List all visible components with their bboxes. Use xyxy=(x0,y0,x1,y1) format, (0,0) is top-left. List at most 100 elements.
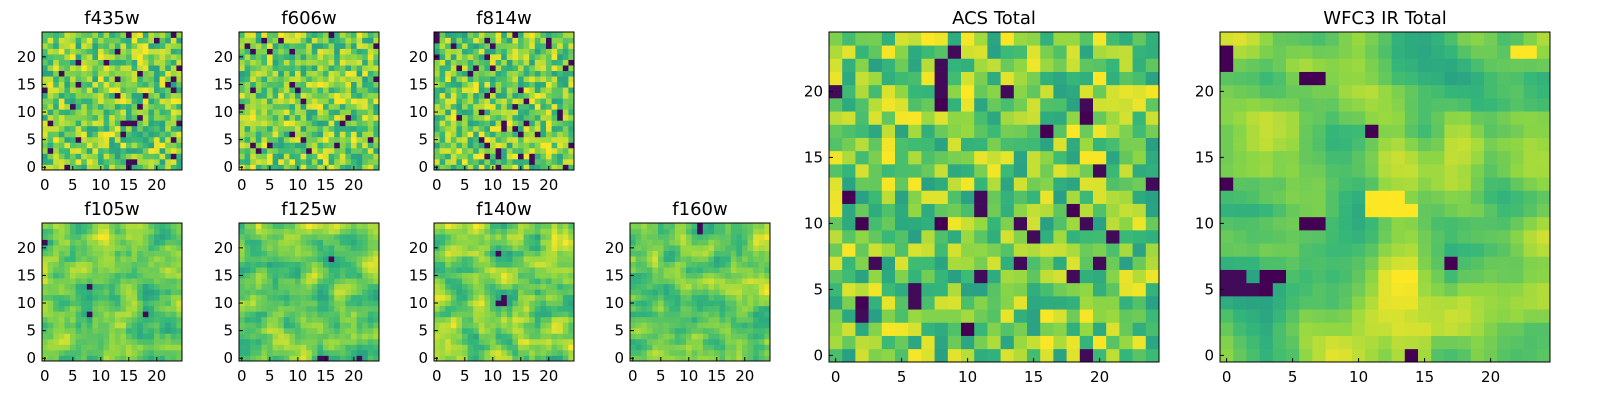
heatmap-cell xyxy=(495,81,502,88)
heatmap-cell xyxy=(98,98,104,105)
heatmap-cell xyxy=(686,333,692,340)
heatmap-cell xyxy=(842,111,856,125)
heatmap-cell xyxy=(478,43,485,49)
heatmap-cell xyxy=(339,289,346,296)
heatmap-cell xyxy=(278,54,285,60)
heatmap-cell xyxy=(478,87,485,94)
heatmap-cell xyxy=(98,136,104,143)
y-tick-label: 0 xyxy=(26,349,36,367)
heatmap-cell xyxy=(109,147,116,154)
heatmap-cell xyxy=(501,98,508,105)
heatmap-cell xyxy=(456,278,463,285)
heatmap-cell xyxy=(439,70,446,77)
heatmap-cell xyxy=(439,48,446,55)
heatmap-cell xyxy=(562,355,569,362)
heatmap-cell xyxy=(356,98,363,105)
heatmap-cell xyxy=(1027,243,1041,257)
heatmap-cell xyxy=(506,316,513,323)
heatmap-cell xyxy=(895,269,909,284)
heatmap-cell xyxy=(165,136,172,143)
heatmap-cell xyxy=(278,142,285,149)
heatmap-cell xyxy=(540,76,547,83)
heatmap-cell xyxy=(529,164,536,171)
heatmap-cell xyxy=(467,109,474,116)
heatmap-cell xyxy=(131,355,138,362)
heatmap-cell xyxy=(345,76,352,83)
heatmap-cell xyxy=(702,250,709,257)
heatmap-cell xyxy=(635,333,642,340)
heatmap-cell xyxy=(86,305,93,312)
heatmap-cell xyxy=(295,311,301,318)
heatmap-cell xyxy=(323,32,329,38)
heatmap-cell xyxy=(562,322,569,329)
heatmap-cell xyxy=(267,142,273,149)
heatmap-cell xyxy=(267,267,273,274)
heatmap-cell xyxy=(529,283,536,290)
heatmap-cell xyxy=(272,37,279,44)
heatmap-cell xyxy=(148,228,155,235)
heatmap-cell xyxy=(351,223,357,229)
heatmap-cell xyxy=(546,59,552,66)
heatmap-cell xyxy=(456,305,463,312)
heatmap-cell xyxy=(103,59,110,66)
heatmap-cell xyxy=(120,338,127,345)
heatmap-cell xyxy=(1132,335,1147,350)
heatmap-cell xyxy=(467,81,474,88)
heatmap-cell xyxy=(339,32,346,38)
heatmap-cell xyxy=(137,234,144,240)
heatmap-cell xyxy=(283,81,290,88)
heatmap-cell xyxy=(58,267,65,274)
heatmap-cell xyxy=(439,59,446,66)
heatmap-cell xyxy=(484,43,491,49)
heatmap-cell xyxy=(317,344,324,351)
heatmap-cell xyxy=(742,256,748,262)
heatmap-cell xyxy=(478,70,485,77)
heatmap-cell xyxy=(373,103,380,110)
heatmap-cell xyxy=(490,223,496,229)
heatmap-cell xyxy=(328,136,335,143)
heatmap-cell xyxy=(506,92,513,99)
heatmap-cell xyxy=(686,228,692,235)
heatmap-cell xyxy=(239,153,245,160)
heatmap-cell xyxy=(278,300,285,307)
heatmap-cell xyxy=(467,164,474,171)
heatmap-cell xyxy=(546,103,552,110)
heatmap-cell xyxy=(356,272,363,279)
heatmap-cell xyxy=(484,355,491,362)
heatmap-cell xyxy=(272,245,279,251)
heatmap-cell xyxy=(367,65,374,71)
heatmap-cell xyxy=(334,338,341,345)
heatmap-cell xyxy=(126,327,132,334)
heatmap-cell xyxy=(120,305,127,312)
heatmap-cell xyxy=(170,338,177,345)
heatmap-cell xyxy=(75,228,82,235)
heatmap-cell xyxy=(98,234,104,240)
heatmap-cell xyxy=(278,103,285,110)
heatmap-cell xyxy=(534,32,541,38)
heatmap-cell xyxy=(895,111,909,125)
heatmap-cell xyxy=(719,289,726,296)
heatmap-cell xyxy=(501,300,508,307)
heatmap-cell xyxy=(120,81,127,88)
heatmap-cell xyxy=(674,338,681,345)
heatmap-cell xyxy=(974,322,988,336)
heatmap-cell xyxy=(239,294,245,301)
heatmap-cell xyxy=(317,98,324,105)
heatmap-cell xyxy=(456,289,463,296)
heatmap-cell xyxy=(165,158,172,165)
heatmap-cell xyxy=(70,103,76,110)
heatmap-cell xyxy=(345,272,352,279)
heatmap-cell xyxy=(1066,269,1081,284)
heatmap-cell xyxy=(742,223,748,229)
heatmap-cell xyxy=(356,87,363,94)
heatmap-cell xyxy=(351,59,357,66)
heatmap-cell xyxy=(434,76,440,83)
heatmap-cell xyxy=(142,338,149,345)
heatmap-cell xyxy=(120,54,127,60)
heatmap-cell xyxy=(478,283,485,290)
heatmap-cell xyxy=(529,98,536,105)
heatmap-cell xyxy=(714,316,720,323)
heatmap-cell xyxy=(546,76,552,83)
